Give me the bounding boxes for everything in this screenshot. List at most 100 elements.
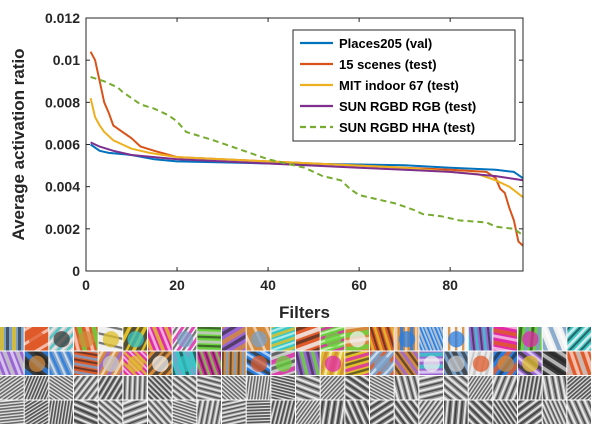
series-line-5: [90, 76, 524, 237]
filter-thumbnail: [370, 400, 394, 424]
filter-blob: [522, 355, 539, 372]
filter-blob: [497, 355, 514, 372]
filter-thumbnail: [542, 351, 567, 375]
filter-thumbnail: [468, 376, 493, 400]
filter-thumbnail: [271, 376, 295, 400]
filter-thumbnail: [370, 376, 394, 400]
filter-thumbnail: [246, 400, 271, 424]
filter-thumbnail: [148, 376, 172, 400]
filter-thumbnail: [320, 376, 345, 400]
filter-blob: [472, 355, 490, 372]
filter-thumbnail: [197, 376, 221, 400]
learned-filters-grid: [0, 327, 591, 424]
filter-thumbnail: [370, 327, 394, 351]
filter-thumbnail: [197, 327, 221, 351]
filter-blob: [127, 331, 144, 348]
filter-thumbnail: [222, 351, 246, 375]
filter-blob: [102, 355, 120, 372]
legend-entry: SUN RGBD HHA (test): [339, 120, 475, 135]
filter-thumbnail: [493, 400, 517, 424]
filter-thumbnail: [222, 376, 246, 400]
filter-thumbnail: [444, 376, 468, 400]
filter-thumbnail: [0, 376, 24, 400]
filter-blob: [28, 355, 46, 372]
filter-thumbnail: [345, 376, 369, 400]
filter-blob: [250, 331, 268, 348]
filter-thumbnail: [345, 351, 369, 375]
filter-blob: [250, 355, 268, 372]
filter-thumbnail: [24, 400, 49, 424]
filter-thumbnail: [197, 351, 221, 375]
activation-chart: 0 20 40 60 80 0 0.002 0.004 0.006 0.008 0.01 0.012…: [9, 10, 524, 322]
filter-thumbnail: [468, 400, 493, 424]
filter-blob: [176, 355, 194, 372]
filter-thumbnail: [123, 376, 147, 400]
y-tick-label: 0: [72, 263, 80, 279]
filter-blob: [423, 355, 440, 372]
filter-thumbnail: [419, 400, 443, 424]
filter-thumbnail: [493, 327, 517, 351]
filter-blob: [102, 331, 120, 348]
legend-entry: SUN RGBD RGB (test): [339, 99, 476, 114]
filter-thumbnail: [24, 376, 49, 400]
y-tick-label: 0.012: [45, 10, 80, 26]
filter-thumbnail: [148, 327, 172, 351]
filter-thumbnail: [296, 327, 320, 351]
filter-thumbnail: [444, 400, 468, 424]
filter-thumbnail: [394, 351, 419, 375]
filter-blob: [53, 331, 70, 348]
filter-blob: [349, 331, 366, 348]
filter-thumbnail: [567, 351, 591, 375]
filter-thumbnail: [222, 400, 246, 424]
filter-thumbnail: [419, 376, 443, 400]
series-line-4: [90, 141, 524, 182]
y-axis-label: Average activation ratio: [9, 48, 28, 240]
filter-thumbnail: [296, 351, 320, 375]
filter-thumbnail: [222, 327, 246, 351]
y-tick-label: 0.004: [45, 179, 80, 195]
filter-thumbnail: [0, 400, 24, 424]
filter-thumbnail: [542, 327, 567, 351]
filter-thumbnail: [74, 400, 98, 424]
filter-thumbnail: [394, 400, 419, 424]
filter-thumbnail: [518, 400, 542, 424]
filter-thumbnail: [542, 376, 567, 400]
y-tick-label: 0.006: [45, 137, 80, 153]
filter-blob: [28, 331, 46, 348]
filter-thumbnail: [419, 327, 443, 351]
filter-thumbnail: [518, 376, 542, 400]
filter-thumbnail: [271, 400, 295, 424]
series-layer: [89, 51, 524, 247]
x-tick-label: 60: [351, 277, 367, 293]
filter-thumbnail: [49, 351, 73, 375]
filter-blob: [522, 331, 539, 348]
filter-thumbnail: [0, 327, 24, 351]
filter-thumbnail: [468, 327, 493, 351]
filter-blob: [127, 355, 144, 372]
filter-blob: [398, 331, 416, 348]
x-axis-label: Filters: [279, 303, 330, 322]
filter-blob: [275, 355, 292, 372]
x-tick-label: 20: [169, 277, 185, 293]
x-tick-label: 0: [82, 277, 90, 293]
filter-blob: [374, 355, 391, 372]
filter-thumbnail: [98, 376, 123, 400]
y-tick-label: 0.008: [45, 94, 80, 110]
filter-blob: [324, 331, 342, 348]
filter-thumbnail: [74, 376, 98, 400]
filter-thumbnail: [345, 400, 369, 424]
filter-thumbnail: [49, 400, 73, 424]
filter-thumbnail: [493, 376, 517, 400]
legend-entry: 15 scenes (test): [339, 57, 437, 72]
filter-thumbnail: [246, 376, 271, 400]
filter-thumbnail: [271, 327, 295, 351]
filter-thumbnail: [172, 400, 197, 424]
filter-thumbnail: [542, 400, 567, 424]
filter-thumbnail: [0, 351, 24, 375]
y-tick-label: 0.01: [53, 52, 80, 68]
filter-thumbnail: [74, 351, 98, 375]
filter-thumbnail: [296, 400, 320, 424]
filter-thumbnail: [98, 400, 123, 424]
filter-blob: [324, 355, 342, 372]
